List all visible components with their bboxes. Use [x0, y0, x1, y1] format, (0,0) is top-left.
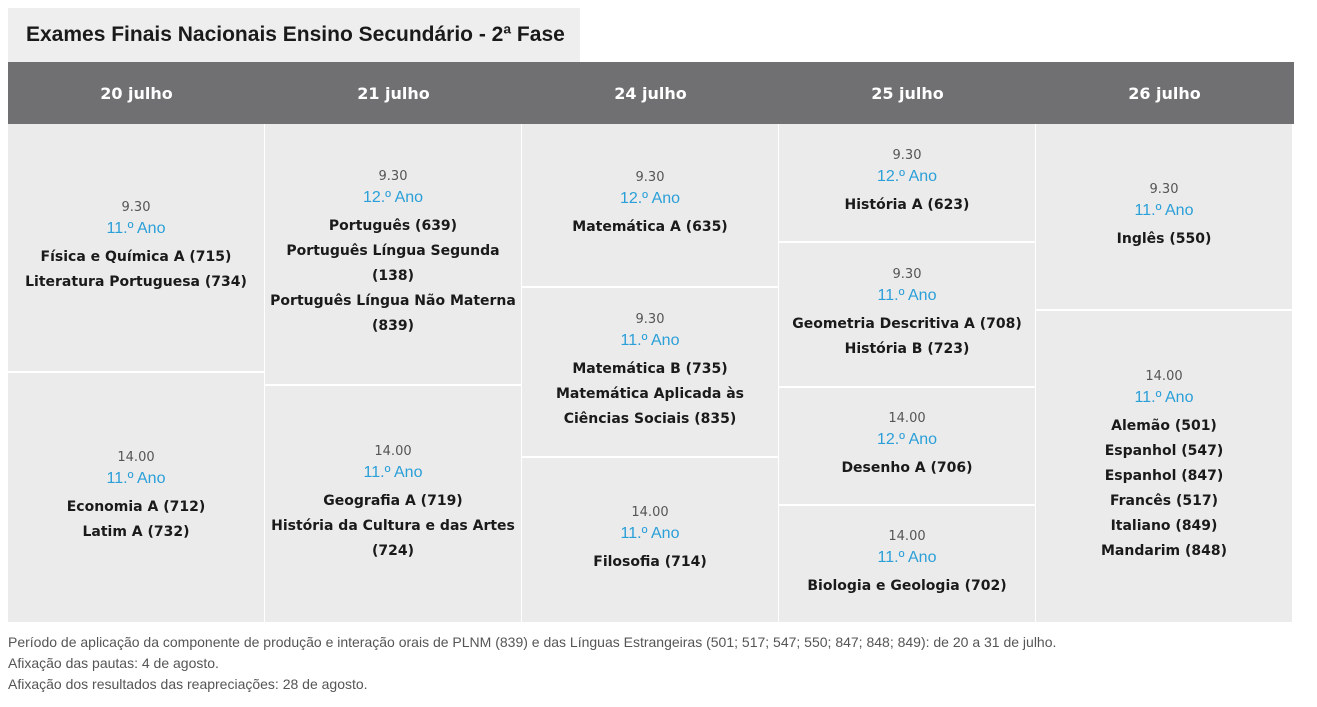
school-year: 11.º Ano: [363, 464, 423, 481]
school-year: 11.º Ano: [877, 549, 937, 566]
exam-name: (724): [371, 543, 415, 559]
exam-name: História da Cultura e das Artes: [271, 518, 515, 534]
table-header: 20 julho 21 julho 24 julho 25 julho 26 j…: [8, 62, 1294, 124]
school-year: 12.º Ano: [619, 190, 681, 207]
school-year: 12.º Ano: [362, 189, 424, 206]
exam-name: Ciências Sociais (835): [563, 411, 737, 427]
exam-name: Mandarim (848): [1101, 543, 1227, 559]
exam-name: Desenho A (706): [841, 460, 973, 476]
school-year: 11.º Ano: [1134, 389, 1194, 406]
session-time: 9.30: [378, 169, 408, 184]
school-year: 12.º Ano: [876, 167, 938, 185]
school-year: 11.º Ano: [620, 332, 680, 349]
day-header: 25 julho: [871, 83, 944, 103]
exam-session-cell: 14.00 11.º Ano Filosofia (714): [522, 458, 778, 622]
exam-name: Francês (517): [1109, 493, 1218, 509]
school-year: 11.º Ano: [877, 287, 937, 304]
exam-name: Português (639): [328, 218, 458, 234]
footnotes: Período de aplicação da componente de pr…: [8, 632, 1056, 695]
day-header: 21 julho: [357, 83, 430, 103]
day-column: 9.30 11.º Ano Inglês (550) 14.00 11.º Ano Ale…: [1036, 124, 1292, 622]
exam-name: Geografia A (719): [323, 493, 463, 509]
day-column: 9.30 11.º Ano Física e Química A (715) Lite…: [8, 124, 264, 622]
school-year: 11.º Ano: [620, 525, 680, 542]
exam-session-cell: 14.00 11.º Ano Economia A (712) Latim A (73…: [8, 373, 264, 622]
exam-name: Matemática Aplicada às: [555, 386, 745, 402]
page-title-box: Exames Finais Nacionais Ensino Secundári…: [8, 8, 580, 62]
day-header: 24 julho: [614, 83, 687, 103]
exam-session-cell: 9.30 11.º Ano Inglês (550): [1036, 124, 1292, 309]
school-year: 11.º Ano: [106, 220, 166, 237]
exam-name: Filosofia (714): [593, 554, 707, 570]
exam-session-cell: 9.30 12.º Ano Português (639) Português Lín…: [265, 124, 521, 384]
exam-name: Latim A (732): [82, 524, 190, 540]
exam-name: História A (623): [844, 196, 970, 213]
exam-name: Física e Química A (715): [40, 249, 232, 265]
exam-session-cell: 9.30 12.º Ano História A (623): [779, 124, 1035, 241]
note-appeal-results: Afixação dos resultados das reapreciaçõe…: [8, 676, 368, 692]
exam-name: Português Língua Não Materna: [270, 293, 516, 309]
exam-name: Matemática B (735): [572, 361, 728, 377]
school-year: 11.º Ano: [1134, 201, 1194, 219]
session-time: 14.00: [374, 444, 412, 459]
exam-name: Alemão (501): [1111, 418, 1217, 434]
note-oral-exams: Período de aplicação da componente de pr…: [8, 634, 1057, 650]
session-time: 9.30: [635, 312, 665, 327]
exam-session-cell: 9.30 11.º Ano Geometria Descritiva A (708)…: [779, 243, 1035, 386]
session-time: 9.30: [121, 200, 151, 215]
exam-name: Matemática A (635): [572, 219, 728, 235]
day-header: 20 julho: [100, 83, 173, 103]
exam-name: Italiano (849): [1110, 518, 1218, 534]
school-year: 11.º Ano: [106, 470, 166, 487]
exam-session-cell: 14.00 11.º Ano Alemão (501) Espanhol (547) E…: [1036, 311, 1292, 622]
exam-name: Literatura Portuguesa (734): [25, 274, 247, 290]
school-year: 12.º Ano: [876, 431, 938, 448]
session-time: 9.30: [1149, 181, 1179, 197]
exam-session-cell: 9.30 11.º Ano Matemática B (735) Matemática…: [522, 288, 778, 456]
day-column: 9.30 12.º Ano Português (639) Português Lín…: [265, 124, 521, 622]
session-time: 14.00: [631, 505, 669, 520]
session-time: 14.00: [117, 450, 155, 465]
exam-session-cell: 14.00 12.º Ano Desenho A (706): [779, 388, 1035, 504]
exam-name: Inglês (550): [1116, 230, 1212, 247]
exam-name: História B (723): [844, 341, 970, 357]
session-time: 14.00: [888, 411, 926, 426]
exam-name: Economia A (712): [66, 499, 206, 515]
exam-session-cell: 9.30 12.º Ano Matemática A (635): [522, 124, 778, 286]
exam-name: Geometria Descritiva A (708): [792, 316, 1022, 332]
session-time: 9.30: [892, 147, 922, 163]
page-title: Exames Finais Nacionais Ensino Secundári…: [26, 23, 565, 46]
day-header: 26 julho: [1128, 83, 1201, 103]
session-time: 9.30: [892, 267, 922, 282]
exam-name: Biologia e Geologia (702): [807, 578, 1007, 594]
day-column: 9.30 12.º Ano Matemática A (635) 9.30 11.º A…: [522, 124, 778, 622]
note-grades-posting: Afixação das pautas: 4 de agosto.: [8, 655, 219, 671]
exam-name: Português Língua Segunda (138): [286, 243, 500, 284]
day-column: 9.30 12.º Ano História A (623) 9.30 11.º Ano…: [779, 124, 1035, 622]
exam-schedule-table: 20 julho 21 julho 24 julho 25 julho 26 j…: [8, 62, 1294, 622]
session-time: 14.00: [1145, 369, 1183, 384]
exam-name: Espanhol (847): [1104, 468, 1224, 484]
exam-name: (839): [371, 318, 415, 334]
session-time: 14.00: [888, 529, 926, 544]
exam-session-cell: 14.00 11.º Ano Biologia e Geologia (702): [779, 506, 1035, 622]
exam-name: Espanhol (547): [1104, 443, 1224, 459]
session-time: 9.30: [635, 170, 665, 185]
exam-session-cell: 9.30 11.º Ano Física e Química A (715) Lite…: [8, 124, 264, 371]
exam-session-cell: 14.00 11.º Ano Geografia A (719) História d…: [265, 386, 521, 622]
